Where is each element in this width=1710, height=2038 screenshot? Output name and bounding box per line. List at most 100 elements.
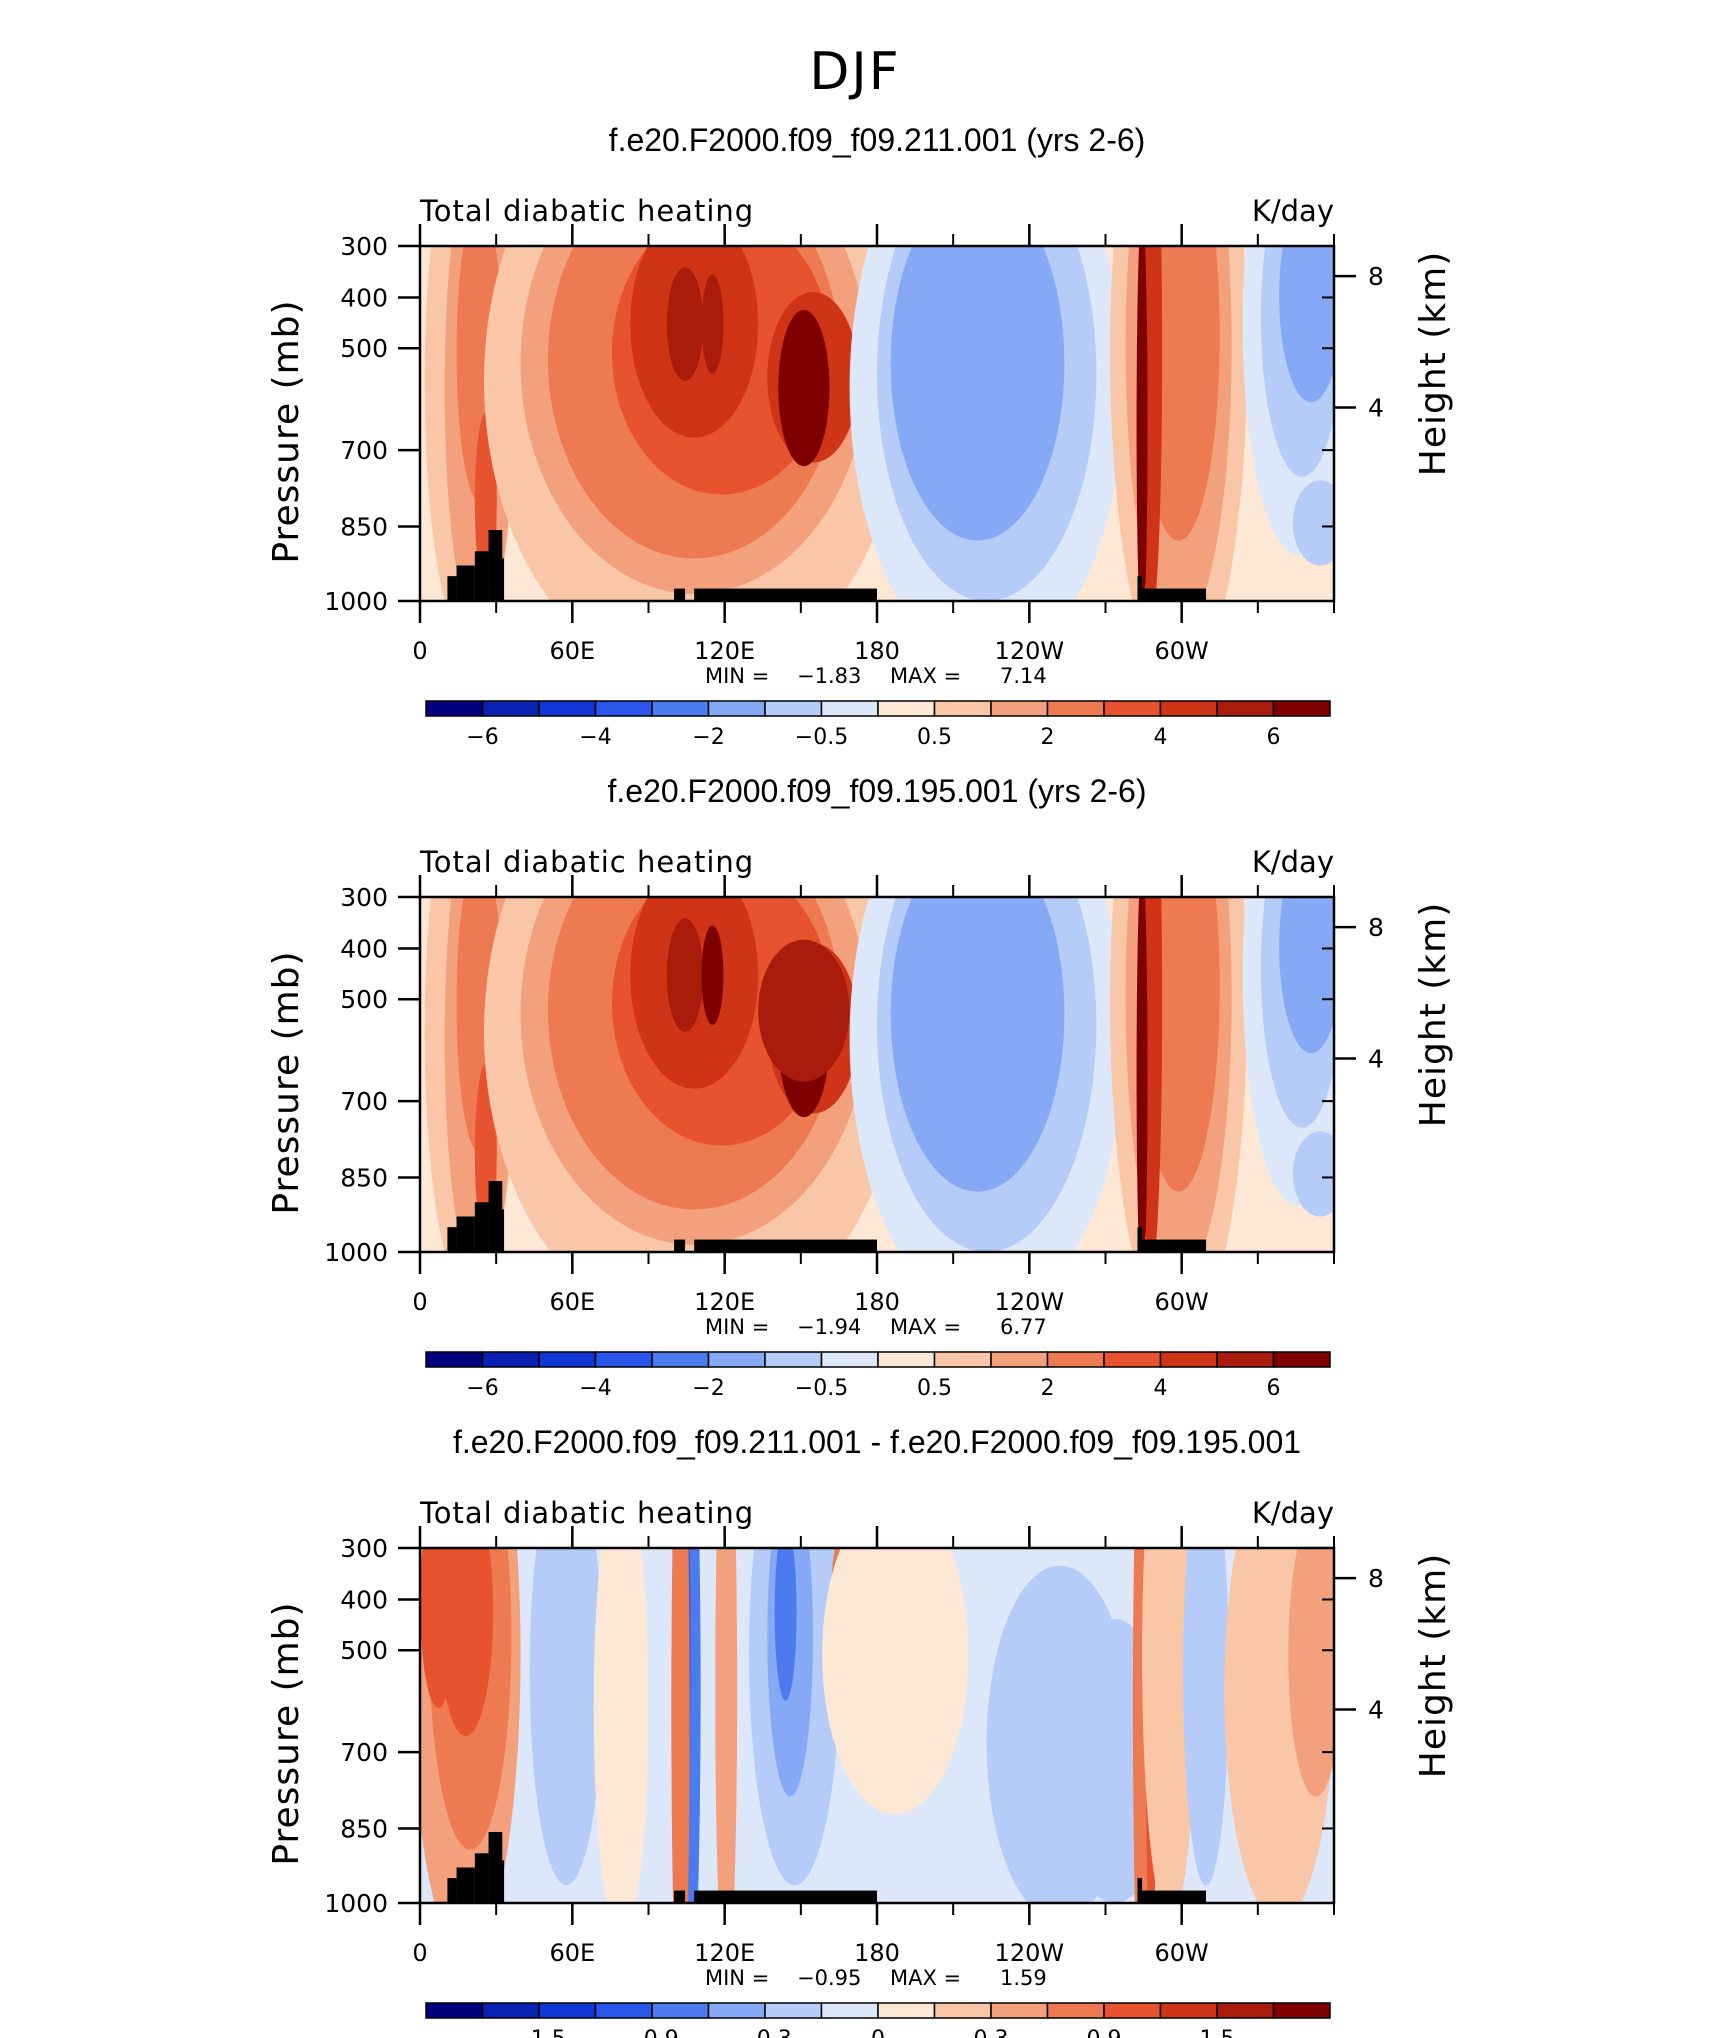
colorbar-swatch (707, 700, 766, 717)
colorbar-swatch (707, 1351, 766, 1368)
colorbar-swatch (1103, 2002, 1162, 2019)
terrain-mask (474, 1853, 489, 1903)
colorbar-label: −6 (466, 725, 498, 750)
colorbar-label: 0.3 (974, 2027, 1009, 2038)
colorbar-label: −0.9 (625, 2027, 678, 2038)
colorbar-swatch (1216, 700, 1275, 717)
colorbar-swatch (481, 2002, 540, 2019)
y-tick-label: 850 (340, 512, 388, 541)
x-tick-label: 0 (412, 1288, 427, 1316)
colorbar-swatch (651, 1351, 710, 1368)
right-tick-label: 4 (1368, 394, 1384, 423)
colorbar-swatch (820, 1351, 879, 1368)
terrain-mask (1137, 1890, 1207, 1903)
colorbar-label: −0.5 (795, 1376, 848, 1401)
x-tick-label: 60W (1155, 1939, 1209, 1967)
terrain-mask (1137, 1239, 1207, 1252)
colorbar-label: −0.3 (738, 2027, 791, 2038)
y-axis-title: Pressure (mb) (266, 1601, 307, 1865)
colorbar-swatch (933, 1351, 992, 1368)
x-tick-label: 60E (549, 637, 595, 665)
y-tick-label: 400 (340, 1585, 388, 1614)
x-tick-label: 120W (995, 1939, 1065, 1967)
colorbar-swatch (1159, 2002, 1218, 2019)
y-tick-label: 400 (340, 283, 388, 312)
y-axis-right-title: Height (km) (1413, 1553, 1454, 1778)
colorbar-label: 4 (1154, 1376, 1168, 1401)
colorbar-label: −6 (466, 1376, 498, 1401)
colorbar-swatch (820, 700, 879, 717)
x-tick-label: 180 (854, 1288, 900, 1316)
panel-1: f.e20.F2000.f09_f09.211.001 (yrs 2-6) Tot… (266, 122, 1454, 750)
colorbar-swatch (594, 2002, 653, 2019)
x-tick-label: 60W (1155, 637, 1209, 665)
y-tick-label: 500 (340, 1636, 388, 1665)
right-tick-label: 4 (1368, 1045, 1384, 1074)
right-tick-label: 8 (1368, 262, 1384, 291)
colorbar-swatch (933, 2002, 992, 2019)
colorbar-swatch (1272, 2002, 1331, 2019)
colorbar-label: −4 (579, 725, 611, 750)
x-tick-label: 180 (854, 1939, 900, 1967)
x-tick-label: 60E (549, 1288, 595, 1316)
terrain-mask (497, 1209, 505, 1252)
colorbar-label: −2 (692, 725, 724, 750)
max-label: MAX = (890, 664, 961, 688)
terrain-mask (674, 588, 686, 601)
colorbar-label: 6 (1267, 1376, 1281, 1401)
units-label: K/day (1252, 845, 1334, 879)
colorbar-swatch (594, 1351, 653, 1368)
colorbar-label: 0 (871, 2027, 885, 2038)
panel-2: f.e20.F2000.f09_f09.195.001 (yrs 2-6) Tot… (266, 773, 1454, 1401)
terrain-mask (694, 1890, 877, 1903)
colorbar-swatch (651, 700, 710, 717)
colorbar-label: −4 (579, 1376, 611, 1401)
max-value: 1.59 (1000, 1966, 1047, 1990)
y-tick-label: 850 (340, 1814, 388, 1843)
terrain-mask (447, 1878, 457, 1903)
terrain-mask (674, 1239, 686, 1252)
x-tick-label: 120E (694, 1939, 755, 1967)
colorbar-swatch (651, 2002, 710, 2019)
colorbar: −6 −4 −2 −0.5 0.5 2 4 6 (425, 700, 1331, 750)
terrain-mask (447, 576, 457, 601)
right-tick-label: 8 (1368, 1564, 1384, 1593)
panel-title: f.e20.F2000.f09_f09.211.001 (yrs 2-6) (609, 122, 1146, 158)
y-tick-label: 500 (340, 985, 388, 1014)
terrain-mask (456, 565, 475, 601)
colorbar-swatch (1159, 700, 1218, 717)
y-axis-title: Pressure (mb) (266, 950, 307, 1214)
colorbar-swatch (764, 2002, 823, 2019)
x-tick-label: 120W (995, 637, 1065, 665)
colorbar-label: 0.5 (917, 1376, 952, 1401)
units-label: K/day (1252, 1496, 1334, 1530)
x-tick-label: 0 (412, 1939, 427, 1967)
colorbar-swatch (1103, 1351, 1162, 1368)
y-tick-label: 700 (340, 1738, 388, 1767)
y-tick-label: 700 (340, 1087, 388, 1116)
colorbar-swatch (933, 700, 992, 717)
colorbar-swatch (1216, 2002, 1275, 2019)
colorbar: −6 −4 −2 −0.5 0.5 2 4 6 (425, 1351, 1331, 1401)
colorbar-label: 4 (1154, 725, 1168, 750)
colorbar: −1.5 −0.9 −0.3 0 0.3 0.9 1.5 (425, 2002, 1331, 2038)
min-label: MIN = (705, 664, 769, 688)
panel-3: f.e20.F2000.f09_f09.211.001 - f.e20.F200… (266, 1424, 1454, 2038)
max-value: 7.14 (1000, 664, 1047, 688)
colorbar-swatch (764, 1351, 823, 1368)
colorbar-swatch (877, 2002, 936, 2019)
terrain-mask (447, 1227, 457, 1252)
units-label: K/day (1252, 194, 1334, 228)
colorbar-label: 1.5 (1200, 2027, 1235, 2038)
contour-field (420, 897, 1334, 1252)
terrain-mask (694, 588, 877, 601)
max-value: 6.77 (1000, 1315, 1047, 1339)
terrain-mask (497, 1860, 505, 1903)
colorbar-label: −0.5 (795, 725, 848, 750)
y-axis-right-title: Height (km) (1413, 902, 1454, 1127)
terrain-mask (456, 1216, 475, 1252)
page-title: DJF (809, 42, 901, 102)
x-tick-label: 60W (1155, 1288, 1209, 1316)
right-tick-label: 4 (1368, 1696, 1384, 1725)
colorbar-swatch (990, 700, 1049, 717)
